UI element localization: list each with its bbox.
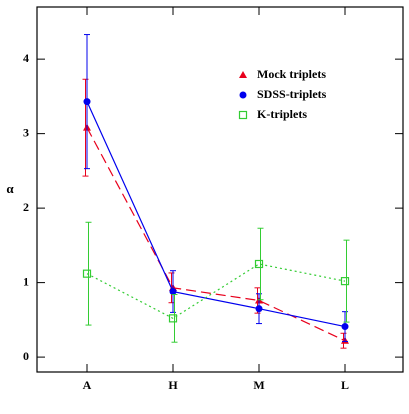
marker bbox=[340, 277, 350, 286]
y-tick-label: 3 bbox=[23, 125, 29, 139]
marker bbox=[82, 269, 92, 278]
series-line bbox=[86, 263, 346, 320]
y-axis-label: α bbox=[6, 181, 14, 196]
legend-label: Mock triplets bbox=[257, 67, 326, 81]
legend-marker bbox=[239, 71, 247, 78]
marker bbox=[83, 98, 91, 106]
x-tick-label: H bbox=[168, 378, 178, 392]
y-tick-label: 2 bbox=[23, 200, 29, 214]
marker bbox=[169, 288, 177, 296]
x-tick-label: L bbox=[341, 378, 349, 392]
marker bbox=[254, 259, 264, 269]
marker bbox=[255, 305, 263, 313]
series-line bbox=[86, 101, 346, 328]
series-line bbox=[86, 127, 346, 342]
x-tick-label: M bbox=[253, 378, 264, 392]
legend-marker bbox=[238, 110, 248, 120]
y-tick-label: 0 bbox=[23, 349, 29, 363]
marker bbox=[341, 323, 349, 331]
x-tick-label: A bbox=[83, 378, 92, 392]
marker bbox=[168, 314, 178, 323]
legend-label: SDSS-triplets bbox=[257, 87, 327, 101]
y-tick-label: 1 bbox=[23, 274, 29, 288]
legend-label: K-triplets bbox=[257, 107, 307, 121]
legend-marker bbox=[239, 91, 247, 99]
plot-frame bbox=[36, 6, 404, 373]
y-tick-label: 4 bbox=[23, 51, 29, 65]
